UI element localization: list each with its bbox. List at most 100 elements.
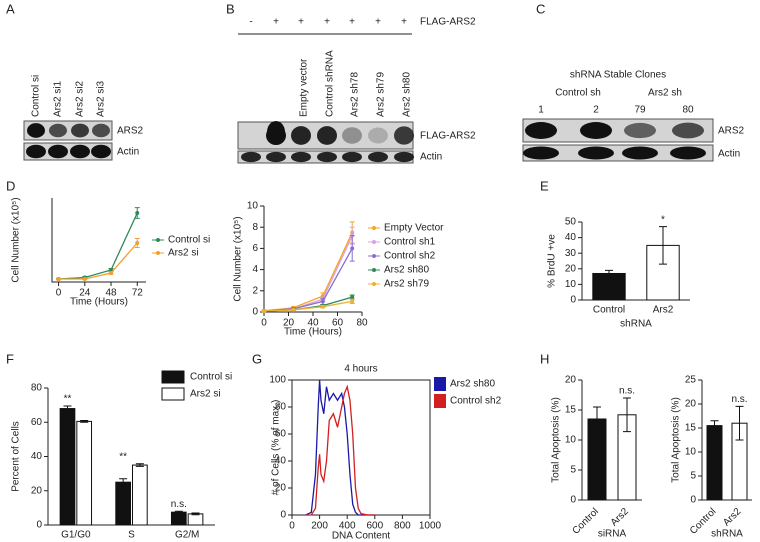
lane-label: Ars2 si1 [53,80,64,117]
y-tick-label: 25 [685,375,697,386]
x-tick-label: 48 [105,288,117,299]
blot-band [70,144,90,159]
x-tick-label: Ars2 [653,305,674,316]
y-tick-label: 0 [280,510,286,521]
lane-label: Control si [31,75,42,117]
legend-label: Ars2 si [168,248,199,259]
legend-label: Ars2 si [190,389,221,400]
blot-band [394,126,414,145]
data-point [350,246,355,251]
legend-label: Control sh2 [450,396,502,407]
lane-label: Ars2 sh80 [402,72,413,117]
x-tick-label: 80 [356,318,368,329]
blot-band [523,146,559,160]
legend-label: Empty Vector [384,223,444,234]
data-point [320,304,325,309]
blot-band [266,151,286,163]
data-point [320,299,325,304]
blot-title: shRNA Stable Clones [570,70,666,81]
blot-band [49,123,67,138]
legend-marker [372,240,376,244]
x-tick-label: Control [570,506,601,537]
blot-band [317,126,337,145]
data-point [262,308,266,313]
x-axis-label: DNA Content [332,531,391,542]
x-tick-label: 0 [56,288,62,299]
y-tick-label: 10 [565,435,577,446]
band-label: Actin [420,152,442,163]
error-bar [593,406,601,432]
data-line [58,212,138,280]
error-bar [735,405,744,441]
blot-band [525,122,557,139]
blot-band [342,151,362,163]
legend-label: Control si [168,235,210,246]
band-label: Actin [718,149,740,160]
x-tick-label: 60 [332,318,344,329]
error-bar [135,463,144,467]
x-axis-label: Time (Hours) [70,297,128,308]
y-tick-label: 20 [565,263,577,274]
y-tick-label: 20 [31,485,43,496]
y-tick-label: 0 [570,295,576,306]
blot-band [92,123,110,138]
x-tick-label: 24 [79,288,91,299]
y-tick-label: 80 [275,402,287,413]
data-point [56,277,61,281]
error-bar [710,420,719,431]
blot-band [71,123,89,138]
y-axis-label: % BrdU +ve [547,234,558,288]
chart-title: 4 hours [344,364,377,375]
y-axis-label: Percent of Cells [11,421,22,492]
blot-strip [23,120,113,141]
lane-label: Ars2 si3 [96,80,107,117]
treatment-sign: + [324,17,330,28]
error-bar [605,269,613,278]
y-tick-label: 4 [252,264,258,275]
y-tick-label: 8 [252,222,258,233]
band-label: Actin [117,147,139,158]
axis [263,206,362,313]
panel-label: E [540,178,549,193]
panel-label: H [540,351,549,366]
bar [592,272,626,301]
blot-band [622,146,658,160]
y-tick-label: 0 [570,495,576,506]
y-tick-label: 40 [565,232,577,243]
y-tick-label: 6 [252,243,258,254]
y-tick-label: 20 [685,399,697,410]
data-line [305,379,375,516]
data-point [82,277,87,281]
annotation: * [661,214,665,225]
treatment-sign: + [273,17,279,28]
blot-band [291,151,311,163]
lane-label: 2 [593,105,599,116]
x-axis-label: shRNA [620,319,652,330]
error-bar [191,512,200,516]
blot-band [241,151,261,163]
legend-marker [156,238,160,242]
error-bar [80,420,89,423]
group-label: Control sh [555,88,601,99]
x-tick-label: 20 [283,318,295,329]
panel-label: D [6,178,15,193]
y-tick-label: 100 [269,375,286,386]
treatment-sign: + [401,17,407,28]
blot-band [48,144,68,159]
y-tick-label: 0 [252,307,258,318]
blot-band [578,146,614,160]
blot-band [368,127,388,144]
blot-band [267,121,285,143]
blot-band [342,127,362,144]
lane-label: Control shRNA [325,50,336,117]
lane-label: 79 [634,105,646,116]
annotation: n.s. [731,394,747,405]
blot-band [291,126,311,145]
blot-band [26,144,46,159]
legend-label: Control sh1 [384,237,436,248]
y-tick-label: 30 [565,248,577,259]
x-tick-label: 0 [289,521,295,532]
blot-band [91,144,111,159]
annotation: ** [119,451,127,462]
